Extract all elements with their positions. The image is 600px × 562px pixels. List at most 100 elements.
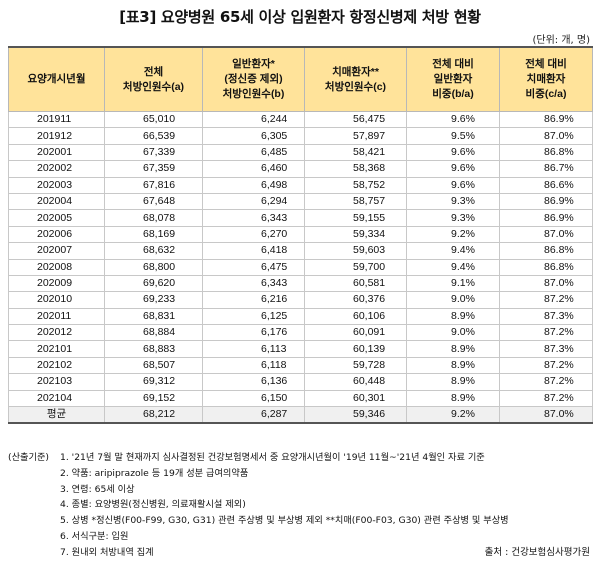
- table-row: 202010 69,233 6,216 60,376 9.0% 87.2%: [8, 291, 593, 309]
- note-prefix: [8, 497, 60, 513]
- table-cell: 59,603: [304, 242, 407, 260]
- table-cell: 69,152: [104, 389, 203, 408]
- table-cell: 6,418: [202, 242, 305, 260]
- table-cell: 86.8%: [499, 242, 593, 260]
- table-cell: 202010: [8, 291, 105, 309]
- column-header-line: 처방인원수(c): [324, 80, 387, 93]
- note-prefix: [8, 513, 60, 529]
- table-cell: 67,339: [104, 143, 203, 162]
- table-cell: 87.2%: [499, 373, 593, 391]
- table-cell: 6,244: [202, 110, 305, 129]
- column-header: 치매환자** 처방인원수(c): [304, 46, 407, 112]
- table-row: 201912 66,539 6,305 57,897 9.5% 87.0%: [8, 127, 593, 145]
- table-cell: 87.0%: [499, 225, 593, 244]
- table-cell: 6,113: [202, 340, 305, 358]
- table-cell: 86.8%: [499, 143, 593, 162]
- table-cell: 66,539: [104, 127, 203, 145]
- note-text: 2. 약품: aripiprazole 등 19개 성분 급여의약품: [60, 467, 249, 479]
- table-cell: 6,125: [202, 307, 305, 326]
- note-item: 4. 종별: 요양병원(정신병원, 의료재활시설 제외): [8, 497, 592, 513]
- note-text: 7. 원내외 처방내역 집계: [60, 546, 154, 558]
- average-row: 평균 68,212 6,287 59,346 9.2% 87.0%: [8, 406, 593, 425]
- table-cell: 86.7%: [499, 160, 593, 178]
- table-cell: 6,460: [202, 160, 305, 178]
- table-cell: 8.9%: [406, 356, 500, 375]
- table-cell: 9.0%: [406, 291, 500, 309]
- table-cell: 59,700: [304, 258, 407, 276]
- table-cell: 9.3%: [406, 192, 500, 211]
- column-header-line: 일반환자*: [232, 58, 275, 70]
- note-text: 5. 상병 *정신병(F00-F99, G30, G31) 관련 주상병 및 부…: [60, 515, 509, 527]
- table-row: 202103 69,312 6,136 60,448 8.9% 87.2%: [8, 373, 593, 391]
- table-cell: 6,150: [202, 389, 305, 408]
- table-cell: 202006: [8, 225, 105, 244]
- table-cell: 9.6%: [406, 143, 500, 162]
- table-cell: 202003: [8, 176, 105, 194]
- table-cell: 9.3%: [406, 209, 500, 227]
- column-header-line: 처방인원수(a): [122, 80, 185, 93]
- table-cell: 202011: [8, 307, 105, 326]
- table-cell: 87.0%: [499, 406, 593, 425]
- table-cell: 201912: [8, 127, 105, 145]
- table-cell: 6,118: [202, 356, 305, 375]
- table-cell: 87.2%: [499, 356, 593, 375]
- column-header: 요양개시년월: [8, 46, 105, 112]
- table-cell: 6,294: [202, 192, 305, 211]
- table-cell: 59,346: [304, 406, 407, 425]
- table-cell: 86.6%: [499, 176, 593, 194]
- table-row: 202005 68,078 6,343 59,155 9.3% 86.9%: [8, 209, 593, 227]
- table-cell: 8.9%: [406, 307, 500, 326]
- table-cell: 67,648: [104, 192, 203, 211]
- table-row: 202006 68,169 6,270 59,334 9.2% 87.0%: [8, 225, 593, 244]
- table-cell: 202102: [8, 356, 105, 375]
- column-header-line: 일반환자: [433, 73, 473, 85]
- table-cell: 6,343: [202, 209, 305, 227]
- table-cell: 9.5%: [406, 127, 500, 145]
- table-row: 202102 68,507 6,118 59,728 8.9% 87.2%: [8, 356, 593, 375]
- table-cell: 9.0%: [406, 324, 500, 342]
- table-cell: 9.2%: [406, 225, 500, 244]
- table-row: 202104 69,152 6,150 60,301 8.9% 87.2%: [8, 389, 593, 408]
- note-item: 5. 상병 *정신병(F00-F99, G30, G31) 관련 주상병 및 부…: [8, 513, 592, 529]
- table-header-row: 요양개시년월 전체 처방인원수(a) 일반환자* (정신증 제외) 처방인원수(b) 치매환…: [8, 46, 593, 112]
- table-cell: 평균: [8, 406, 105, 425]
- table-cell: 60,106: [304, 307, 407, 326]
- table-cell: 86.9%: [499, 209, 593, 227]
- note-item: 7. 원내외 처방내역 집계: [8, 545, 592, 561]
- page-title: [표3] 요양병원 65세 이상 입원환자 항정신병제 처방 현황: [119, 8, 481, 26]
- note-item: (산출기준) 1. '21년 7월 말 현재까지 심사결정된 건강보험명세서 중 …: [8, 450, 592, 466]
- table-cell: 58,752: [304, 176, 407, 194]
- table-cell: 67,816: [104, 176, 203, 194]
- column-header-line: 전체: [143, 65, 164, 78]
- table-cell: 202012: [8, 324, 105, 342]
- table-cell: 69,312: [104, 373, 203, 391]
- table-cell: 68,078: [104, 209, 203, 227]
- column-header: 전체 대비 일반환자 비중(b/a): [406, 46, 500, 112]
- note-text: 6. 서식구분: 입원: [60, 530, 129, 542]
- column-header-line: 전체 대비: [525, 58, 567, 70]
- table-cell: 87.3%: [499, 340, 593, 358]
- table-cell: 8.9%: [406, 373, 500, 391]
- table-cell: 56,475: [304, 110, 407, 129]
- note-item: 6. 서식구분: 입원: [8, 529, 592, 545]
- column-header: 일반환자* (정신증 제외) 처방인원수(b): [202, 46, 305, 112]
- column-header: 전체 대비 치매환자 비중(c/a): [499, 46, 593, 112]
- table-row: 202002 67,359 6,460 58,368 9.6% 86.7%: [8, 160, 593, 178]
- note-text: 4. 종별: 요양병원(정신병원, 의료재활시설 제외): [60, 499, 246, 511]
- table-cell: 58,368: [304, 160, 407, 178]
- table-cell: 69,620: [104, 274, 203, 293]
- table-cell: 9.4%: [406, 242, 500, 260]
- table-cell: 60,301: [304, 389, 407, 408]
- unit-label: (단위: 개, 명): [532, 35, 590, 46]
- table-cell: 60,581: [304, 274, 407, 293]
- note-prefix: [8, 545, 60, 561]
- table-cell: 6,136: [202, 373, 305, 391]
- column-header-line: 전체 대비: [432, 58, 474, 70]
- table-cell: 6,287: [202, 406, 305, 425]
- table-cell: 202104: [8, 389, 105, 408]
- table-cell: 60,139: [304, 340, 407, 358]
- column-header-line: 치매환자**: [332, 65, 379, 78]
- table-cell: 6,498: [202, 176, 305, 194]
- table-cell: 87.2%: [499, 291, 593, 309]
- table-cell: 6,176: [202, 324, 305, 342]
